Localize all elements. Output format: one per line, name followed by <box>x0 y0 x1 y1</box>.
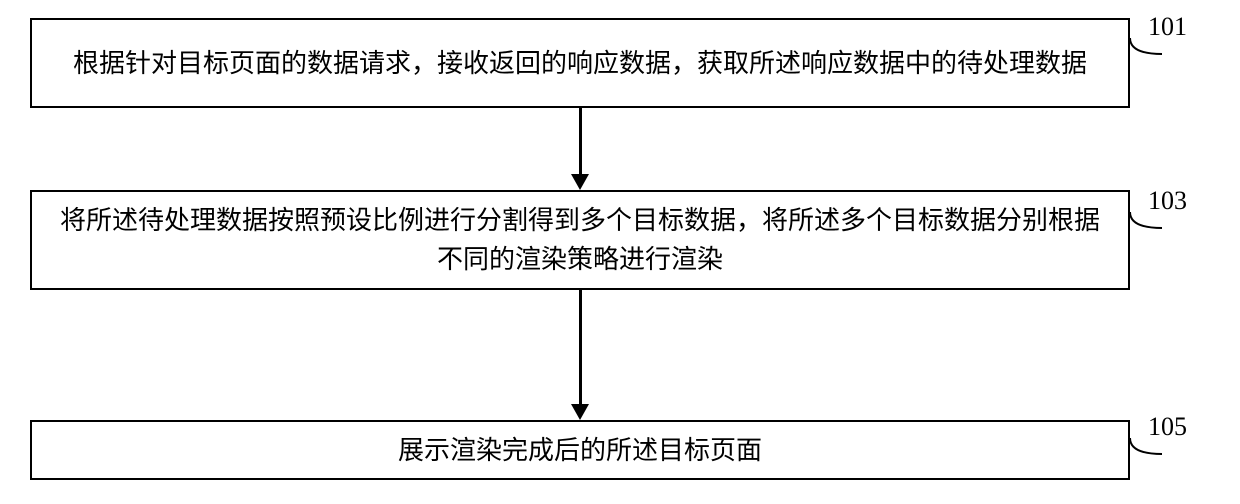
label-connector-icon <box>1128 436 1164 460</box>
flow-node-step2: 将所述待处理数据按照预设比例进行分割得到多个目标数据，将所述多个目标数据分别根据… <box>30 190 1130 290</box>
label-connector-icon <box>1128 36 1164 60</box>
flow-node-text: 根据针对目标页面的数据请求，接收返回的响应数据，获取所述响应数据中的待处理数据 <box>73 44 1087 83</box>
flow-node-text: 展示渲染完成后的所述目标页面 <box>398 431 762 470</box>
flow-edge <box>579 108 582 174</box>
arrow-down-icon <box>571 404 589 420</box>
flow-edge <box>579 290 582 404</box>
flow-node-step1: 根据针对目标页面的数据请求，接收返回的响应数据，获取所述响应数据中的待处理数据 <box>30 18 1130 108</box>
flow-node-text: 将所述待处理数据按照预设比例进行分割得到多个目标数据，将所述多个目标数据分别根据… <box>52 201 1108 279</box>
flowchart-canvas: 根据针对目标页面的数据请求，接收返回的响应数据，获取所述响应数据中的待处理数据 … <box>0 0 1240 504</box>
flow-node-step3: 展示渲染完成后的所述目标页面 <box>30 420 1130 480</box>
label-connector-icon <box>1128 210 1164 234</box>
arrow-down-icon <box>571 174 589 190</box>
